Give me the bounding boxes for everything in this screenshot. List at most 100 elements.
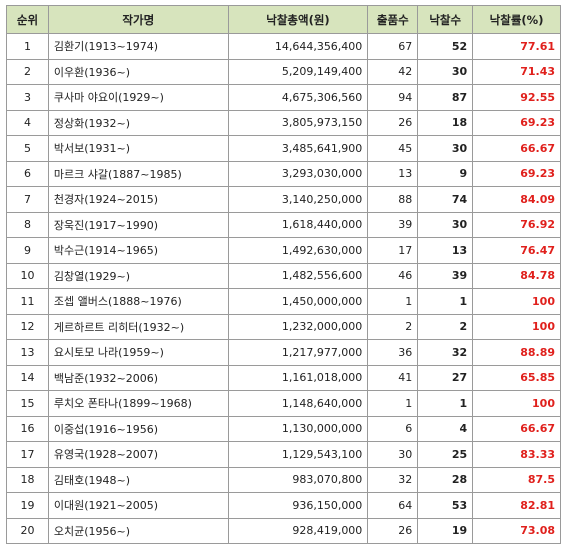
header-cell: 순위 — [6, 5, 49, 34]
table-cell: 14,644,356,400 — [227, 33, 369, 60]
table-cell: 100 — [472, 313, 561, 340]
table-cell: 69.23 — [472, 160, 561, 187]
table-cell: 5,209,149,400 — [227, 58, 369, 85]
header-cell: 낙찰수 — [417, 5, 474, 34]
table-cell: 83.33 — [472, 441, 561, 468]
table-cell: 백남준(1932~2006) — [47, 364, 229, 391]
table-cell: 장욱진(1917~1990) — [47, 211, 229, 238]
table-cell: 이중섭(1916~1956) — [47, 415, 229, 442]
table-cell: 3,140,250,000 — [227, 186, 369, 213]
table-row: 6 마르크 샤갈(1887~1985) 3,293,030,000 13 9 69.23 — [6, 160, 561, 187]
table-cell: 92.55 — [472, 84, 561, 111]
table-header: 순위 작가명 낙찰총액(원) 출품수 낙찰수 낙찰률(%) — [6, 5, 561, 34]
table-cell: 12 — [6, 313, 49, 340]
table-cell: 4,675,306,560 — [227, 84, 369, 111]
table-cell: 1 — [6, 33, 49, 60]
table-cell: 45 — [367, 135, 419, 162]
table-cell: 17 — [367, 237, 419, 264]
table-cell: 76.47 — [472, 237, 561, 264]
table-cell: 루치오 폰타나(1899~1968) — [47, 390, 229, 417]
table-cell: 71.43 — [472, 58, 561, 85]
table-cell: 30 — [367, 441, 419, 468]
table-cell: 14 — [6, 364, 49, 391]
table-row: 11 조셉 앨버스(1888~1976) 1,450,000,000 1 1 100 — [6, 288, 561, 315]
header-row: 순위 작가명 낙찰총액(원) 출품수 낙찰수 낙찰률(%) — [6, 5, 561, 34]
table-cell: 4 — [417, 415, 474, 442]
table-cell: 19 — [417, 517, 474, 544]
table-row: 20 오치균(1956~) 928,419,000 26 19 73.08 — [6, 517, 561, 544]
table-cell: 3 — [6, 84, 49, 111]
table-cell: 1,129,543,100 — [227, 441, 369, 468]
table-cell: 88.89 — [472, 339, 561, 366]
table-row: 9 박수근(1914~1965) 1,492,630,000 17 13 76.47 — [6, 237, 561, 264]
table-cell: 8 — [6, 211, 49, 238]
table-cell: 65.85 — [472, 364, 561, 391]
table-cell: 1 — [417, 390, 474, 417]
table-cell: 마르크 샤갈(1887~1985) — [47, 160, 229, 187]
table-cell: 이우환(1936~) — [47, 58, 229, 85]
table-cell: 유영국(1928~2007) — [47, 441, 229, 468]
table-row: 7 천경자(1924~2015) 3,140,250,000 88 74 84.09 — [6, 186, 561, 213]
table-cell: 김환기(1913~1974) — [47, 33, 229, 60]
table-cell: 26 — [367, 517, 419, 544]
table-row: 2 이우환(1936~) 5,209,149,400 42 30 71.43 — [6, 58, 561, 85]
table-cell: 30 — [417, 58, 474, 85]
table-cell: 박수근(1914~1965) — [47, 237, 229, 264]
table-cell: 52 — [417, 33, 474, 60]
table-cell: 6 — [367, 415, 419, 442]
table-cell: 88 — [367, 186, 419, 213]
table-cell: 1,492,630,000 — [227, 237, 369, 264]
table-cell: 박서보(1931~) — [47, 135, 229, 162]
table-cell: 18 — [417, 109, 474, 136]
table-cell: 46 — [367, 262, 419, 289]
table-cell: 정상화(1932~) — [47, 109, 229, 136]
table-cell: 2 — [417, 313, 474, 340]
table-cell: 30 — [417, 211, 474, 238]
table-cell: 928,419,000 — [227, 517, 369, 544]
auction-table: 순위 작가명 낙찰총액(원) 출품수 낙찰수 낙찰률(%) 1 김환기(1913~1974)… — [6, 5, 561, 544]
table-cell: 11 — [6, 288, 49, 315]
table-cell: 10 — [6, 262, 49, 289]
header-cell: 작가명 — [47, 5, 229, 34]
table-cell: 13 — [367, 160, 419, 187]
table-cell: 6 — [6, 160, 49, 187]
table-row: 18 김태호(1948~) 983,070,800 32 28 87.5 — [6, 466, 561, 493]
table-row: 1 김환기(1913~1974) 14,644,356,400 67 52 77.61 — [6, 33, 561, 60]
table-row: 15 루치오 폰타나(1899~1968) 1,148,640,000 1 1 100 — [6, 390, 561, 417]
table-cell: 69.23 — [472, 109, 561, 136]
table-cell: 1,161,018,000 — [227, 364, 369, 391]
table-cell: 16 — [6, 415, 49, 442]
table-cell: 1,130,000,000 — [227, 415, 369, 442]
table-cell: 67 — [367, 33, 419, 60]
table-row: 8 장욱진(1917~1990) 1,618,440,000 39 30 76.92 — [6, 211, 561, 238]
table-cell: 64 — [367, 492, 419, 519]
table-row: 10 김창열(1929~) 1,482,556,600 46 39 84.78 — [6, 262, 561, 289]
table-cell: 82.81 — [472, 492, 561, 519]
table-cell: 4 — [6, 109, 49, 136]
table-cell: 17 — [6, 441, 49, 468]
header-cell: 낙찰총액(원) — [227, 5, 369, 34]
table-cell: 오치균(1956~) — [47, 517, 229, 544]
table-cell: 13 — [6, 339, 49, 366]
table-cell: 9 — [6, 237, 49, 264]
table-cell: 87.5 — [472, 466, 561, 493]
table-cell: 100 — [472, 390, 561, 417]
table-cell: 27 — [417, 364, 474, 391]
table-cell: 77.61 — [472, 33, 561, 60]
table-row: 19 이대원(1921~2005) 936,150,000 64 53 82.81 — [6, 492, 561, 519]
table-cell: 53 — [417, 492, 474, 519]
table-cell: 73.08 — [472, 517, 561, 544]
table-cell: 3,485,641,900 — [227, 135, 369, 162]
table-cell: 쿠사마 야요이(1929~) — [47, 84, 229, 111]
table-cell: 1,148,640,000 — [227, 390, 369, 417]
table-cell: 84.09 — [472, 186, 561, 213]
table-row: 13 요시토모 나라(1959~) 1,217,977,000 36 32 88.89 — [6, 339, 561, 366]
table-body: 1 김환기(1913~1974) 14,644,356,400 67 52 77.61 2 이… — [6, 33, 561, 544]
table-cell: 김창열(1929~) — [47, 262, 229, 289]
table-cell: 2 — [367, 313, 419, 340]
table-cell: 30 — [417, 135, 474, 162]
table-row: 4 정상화(1932~) 3,805,973,150 26 18 69.23 — [6, 109, 561, 136]
table-cell: 천경자(1924~2015) — [47, 186, 229, 213]
table-cell: 32 — [367, 466, 419, 493]
